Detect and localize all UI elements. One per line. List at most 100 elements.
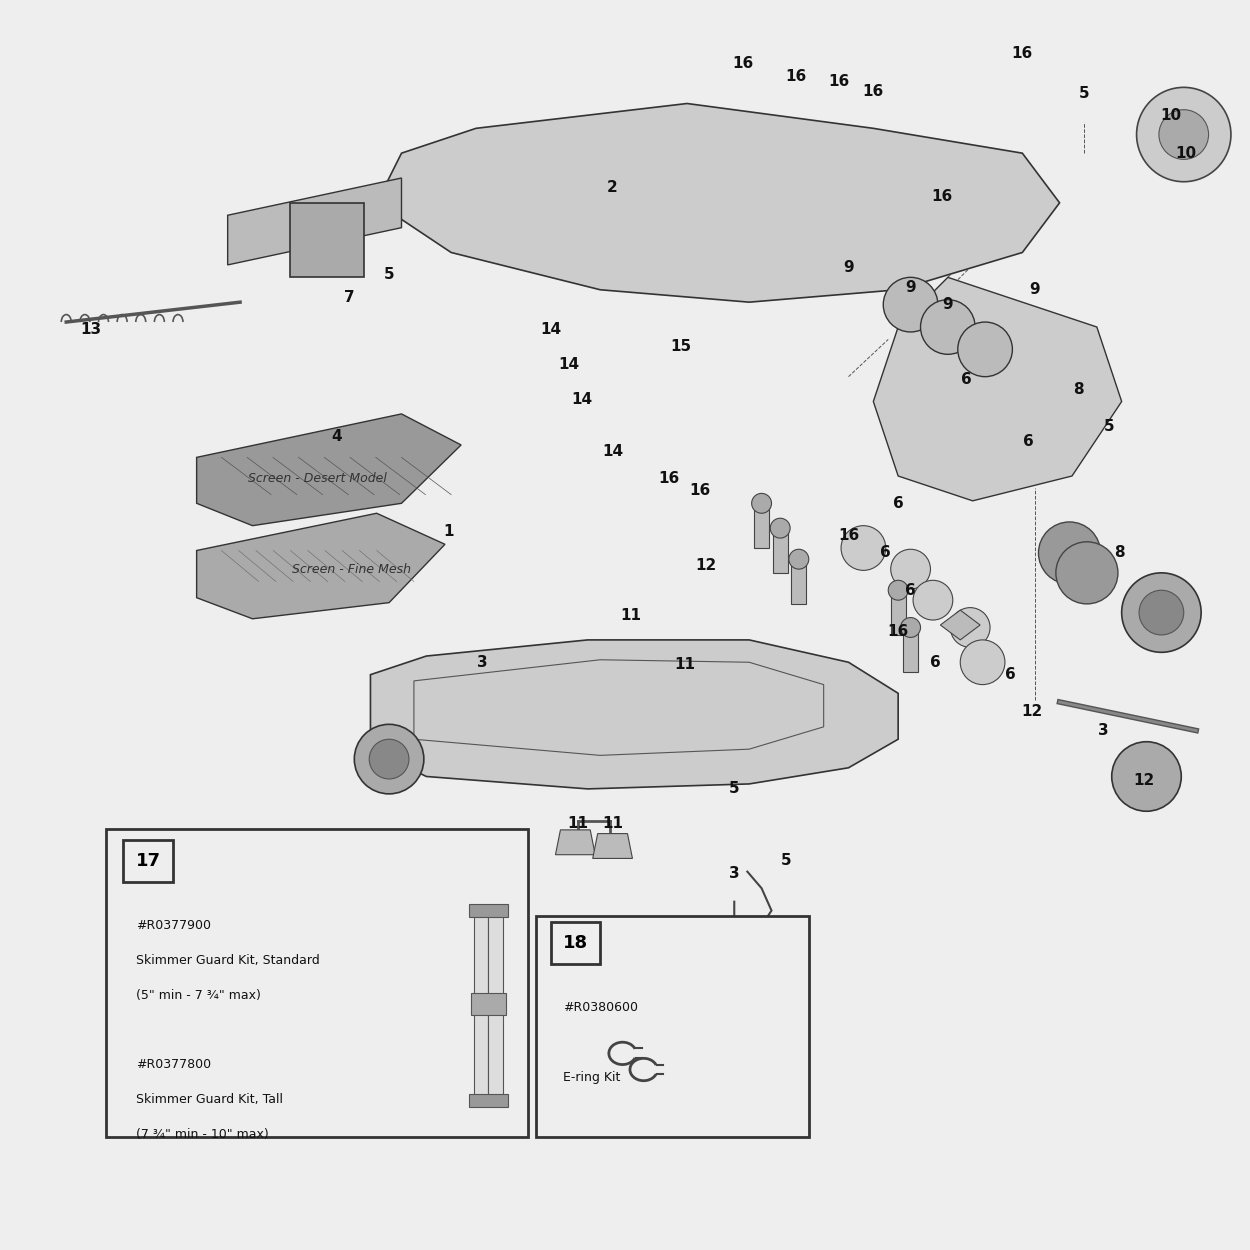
Polygon shape <box>228 177 401 265</box>
FancyBboxPatch shape <box>550 921 600 964</box>
Text: 18: 18 <box>562 934 588 951</box>
Circle shape <box>960 640 1005 685</box>
Text: 17: 17 <box>136 853 161 870</box>
Text: 16: 16 <box>689 484 710 499</box>
Text: 3: 3 <box>729 866 740 881</box>
Bar <box>471 992 506 1015</box>
Text: 9: 9 <box>844 260 854 275</box>
Circle shape <box>950 608 990 648</box>
Text: 6: 6 <box>930 655 941 670</box>
Text: 4: 4 <box>331 429 342 444</box>
Text: 6: 6 <box>1005 668 1015 682</box>
Circle shape <box>958 322 1012 376</box>
Text: 16: 16 <box>888 624 909 639</box>
Circle shape <box>770 519 790 538</box>
Text: 16: 16 <box>732 56 754 71</box>
Bar <box>891 590 905 635</box>
Text: 5: 5 <box>1079 86 1090 101</box>
Text: 6: 6 <box>961 371 971 386</box>
Text: 9: 9 <box>1030 282 1040 298</box>
Text: Skimmer Guard Kit, Standard: Skimmer Guard Kit, Standard <box>136 954 320 968</box>
Polygon shape <box>196 514 445 619</box>
Text: 5: 5 <box>729 781 740 796</box>
Bar <box>474 912 489 1099</box>
Text: E-ring Kit: E-ring Kit <box>562 1071 620 1084</box>
Polygon shape <box>196 414 461 526</box>
Circle shape <box>369 739 409 779</box>
Text: 3: 3 <box>1098 722 1109 738</box>
Text: Skimmer Guard Kit, Tall: Skimmer Guard Kit, Tall <box>136 1092 282 1106</box>
Text: 12: 12 <box>1134 772 1155 788</box>
Bar <box>904 628 918 672</box>
Text: 14: 14 <box>540 322 561 338</box>
Text: 14: 14 <box>559 356 580 371</box>
Text: 3: 3 <box>478 655 488 670</box>
Circle shape <box>751 494 771 514</box>
Circle shape <box>1056 541 1118 604</box>
Text: #R0380600: #R0380600 <box>562 1001 638 1014</box>
Polygon shape <box>555 830 595 855</box>
Text: 11: 11 <box>602 816 622 831</box>
Text: 16: 16 <box>1011 46 1032 61</box>
FancyBboxPatch shape <box>535 915 809 1136</box>
Text: 11: 11 <box>621 608 641 622</box>
Circle shape <box>891 549 930 589</box>
Text: 11: 11 <box>568 816 589 831</box>
Text: 8: 8 <box>1114 545 1125 560</box>
Text: 5: 5 <box>384 268 395 282</box>
Circle shape <box>789 549 809 569</box>
Text: 10: 10 <box>1176 146 1196 161</box>
Circle shape <box>884 278 938 332</box>
Bar <box>469 1094 509 1106</box>
Polygon shape <box>376 104 1060 302</box>
Text: (5" min - 7 ¾" max): (5" min - 7 ¾" max) <box>136 989 261 1001</box>
Text: 15: 15 <box>670 339 691 354</box>
Text: 10: 10 <box>1161 109 1182 124</box>
Text: 8: 8 <box>1072 381 1084 396</box>
Text: Screen - Desert Model: Screen - Desert Model <box>248 472 386 485</box>
Text: 11: 11 <box>674 658 695 672</box>
Text: 6: 6 <box>892 496 904 511</box>
Text: 9: 9 <box>905 280 916 295</box>
Text: #R0377800: #R0377800 <box>136 1059 211 1071</box>
Bar <box>754 504 769 548</box>
Text: 9: 9 <box>942 298 954 312</box>
Text: 16: 16 <box>658 471 679 486</box>
Text: 16: 16 <box>931 189 952 204</box>
Text: 16: 16 <box>786 69 808 84</box>
Text: 6: 6 <box>905 582 916 598</box>
Bar <box>772 529 788 572</box>
Text: (7 ¾" min - 10" max): (7 ¾" min - 10" max) <box>136 1128 269 1141</box>
FancyBboxPatch shape <box>124 840 172 882</box>
Bar <box>469 904 509 916</box>
Polygon shape <box>592 834 632 859</box>
Circle shape <box>901 618 920 638</box>
Text: 5: 5 <box>1104 419 1115 434</box>
Text: 16: 16 <box>862 84 884 99</box>
Circle shape <box>354 724 424 794</box>
Text: 6: 6 <box>880 545 891 560</box>
Circle shape <box>1136 88 1231 181</box>
Circle shape <box>912 580 952 620</box>
Text: 16: 16 <box>828 74 849 89</box>
Polygon shape <box>940 610 980 640</box>
Text: 14: 14 <box>571 391 592 406</box>
Circle shape <box>1111 741 1181 811</box>
Circle shape <box>1121 572 1201 652</box>
Circle shape <box>920 300 975 354</box>
FancyBboxPatch shape <box>106 829 529 1136</box>
Circle shape <box>1139 590 1184 635</box>
Circle shape <box>841 526 886 570</box>
Bar <box>791 559 806 604</box>
Text: 2: 2 <box>608 180 618 195</box>
Circle shape <box>1039 522 1100 584</box>
Text: 5: 5 <box>781 854 791 869</box>
Bar <box>290 202 364 278</box>
Circle shape <box>1159 110 1209 159</box>
Text: 14: 14 <box>602 444 624 459</box>
Polygon shape <box>874 278 1121 501</box>
Text: 13: 13 <box>80 322 101 338</box>
Text: Screen - Fine Mesh: Screen - Fine Mesh <box>292 562 411 575</box>
Text: 7: 7 <box>344 290 355 305</box>
Text: 12: 12 <box>1021 705 1042 720</box>
